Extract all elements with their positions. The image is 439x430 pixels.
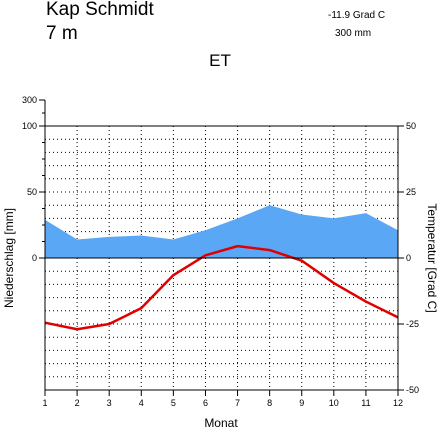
station-elevation: 7 m xyxy=(46,23,78,44)
station-name: Kap Schmidt xyxy=(46,0,154,20)
x-tick-label: 5 xyxy=(171,398,176,408)
right-tick-label: -50 xyxy=(406,385,419,395)
x-tick-label: 12 xyxy=(393,398,403,408)
x-tick-label: 9 xyxy=(299,398,304,408)
right-tick-label: -25 xyxy=(406,319,419,329)
x-tick-label: 11 xyxy=(361,398,370,408)
x-tick-label: 2 xyxy=(75,398,80,408)
left-tick-label: 50 xyxy=(27,187,37,197)
x-tick-label: 8 xyxy=(267,398,272,408)
x-axis-label: Monat xyxy=(204,416,238,430)
chart-title: ET xyxy=(209,51,231,70)
right-tick-label: 50 xyxy=(406,121,416,131)
x-tick-label: 10 xyxy=(329,398,339,408)
right-tick-label: 25 xyxy=(406,187,416,197)
x-tick-label: 7 xyxy=(235,398,240,408)
left-tick-label: 100 xyxy=(22,121,37,131)
left-tick-label: 300 xyxy=(22,95,37,105)
right-tick-label: 0 xyxy=(406,253,411,263)
precipitation-area-layer xyxy=(45,205,398,258)
annual-precipitation: 300 mm xyxy=(335,28,371,39)
x-tick-label: 4 xyxy=(139,398,144,408)
left-axis-label: Niederschlag [mm] xyxy=(2,208,16,308)
right-axis-label: Temperatur [Grad C] xyxy=(425,203,439,312)
x-tick-label: 1 xyxy=(42,398,47,408)
precipitation-area xyxy=(45,205,398,258)
mean-temperature: -11.9 Grad C xyxy=(328,10,385,21)
temperature-line xyxy=(44,244,399,331)
temperature-line-layer xyxy=(44,244,399,331)
x-tick-label: 6 xyxy=(203,398,208,408)
left-tick-label: 0 xyxy=(32,253,37,263)
x-tick-label: 3 xyxy=(107,398,112,408)
